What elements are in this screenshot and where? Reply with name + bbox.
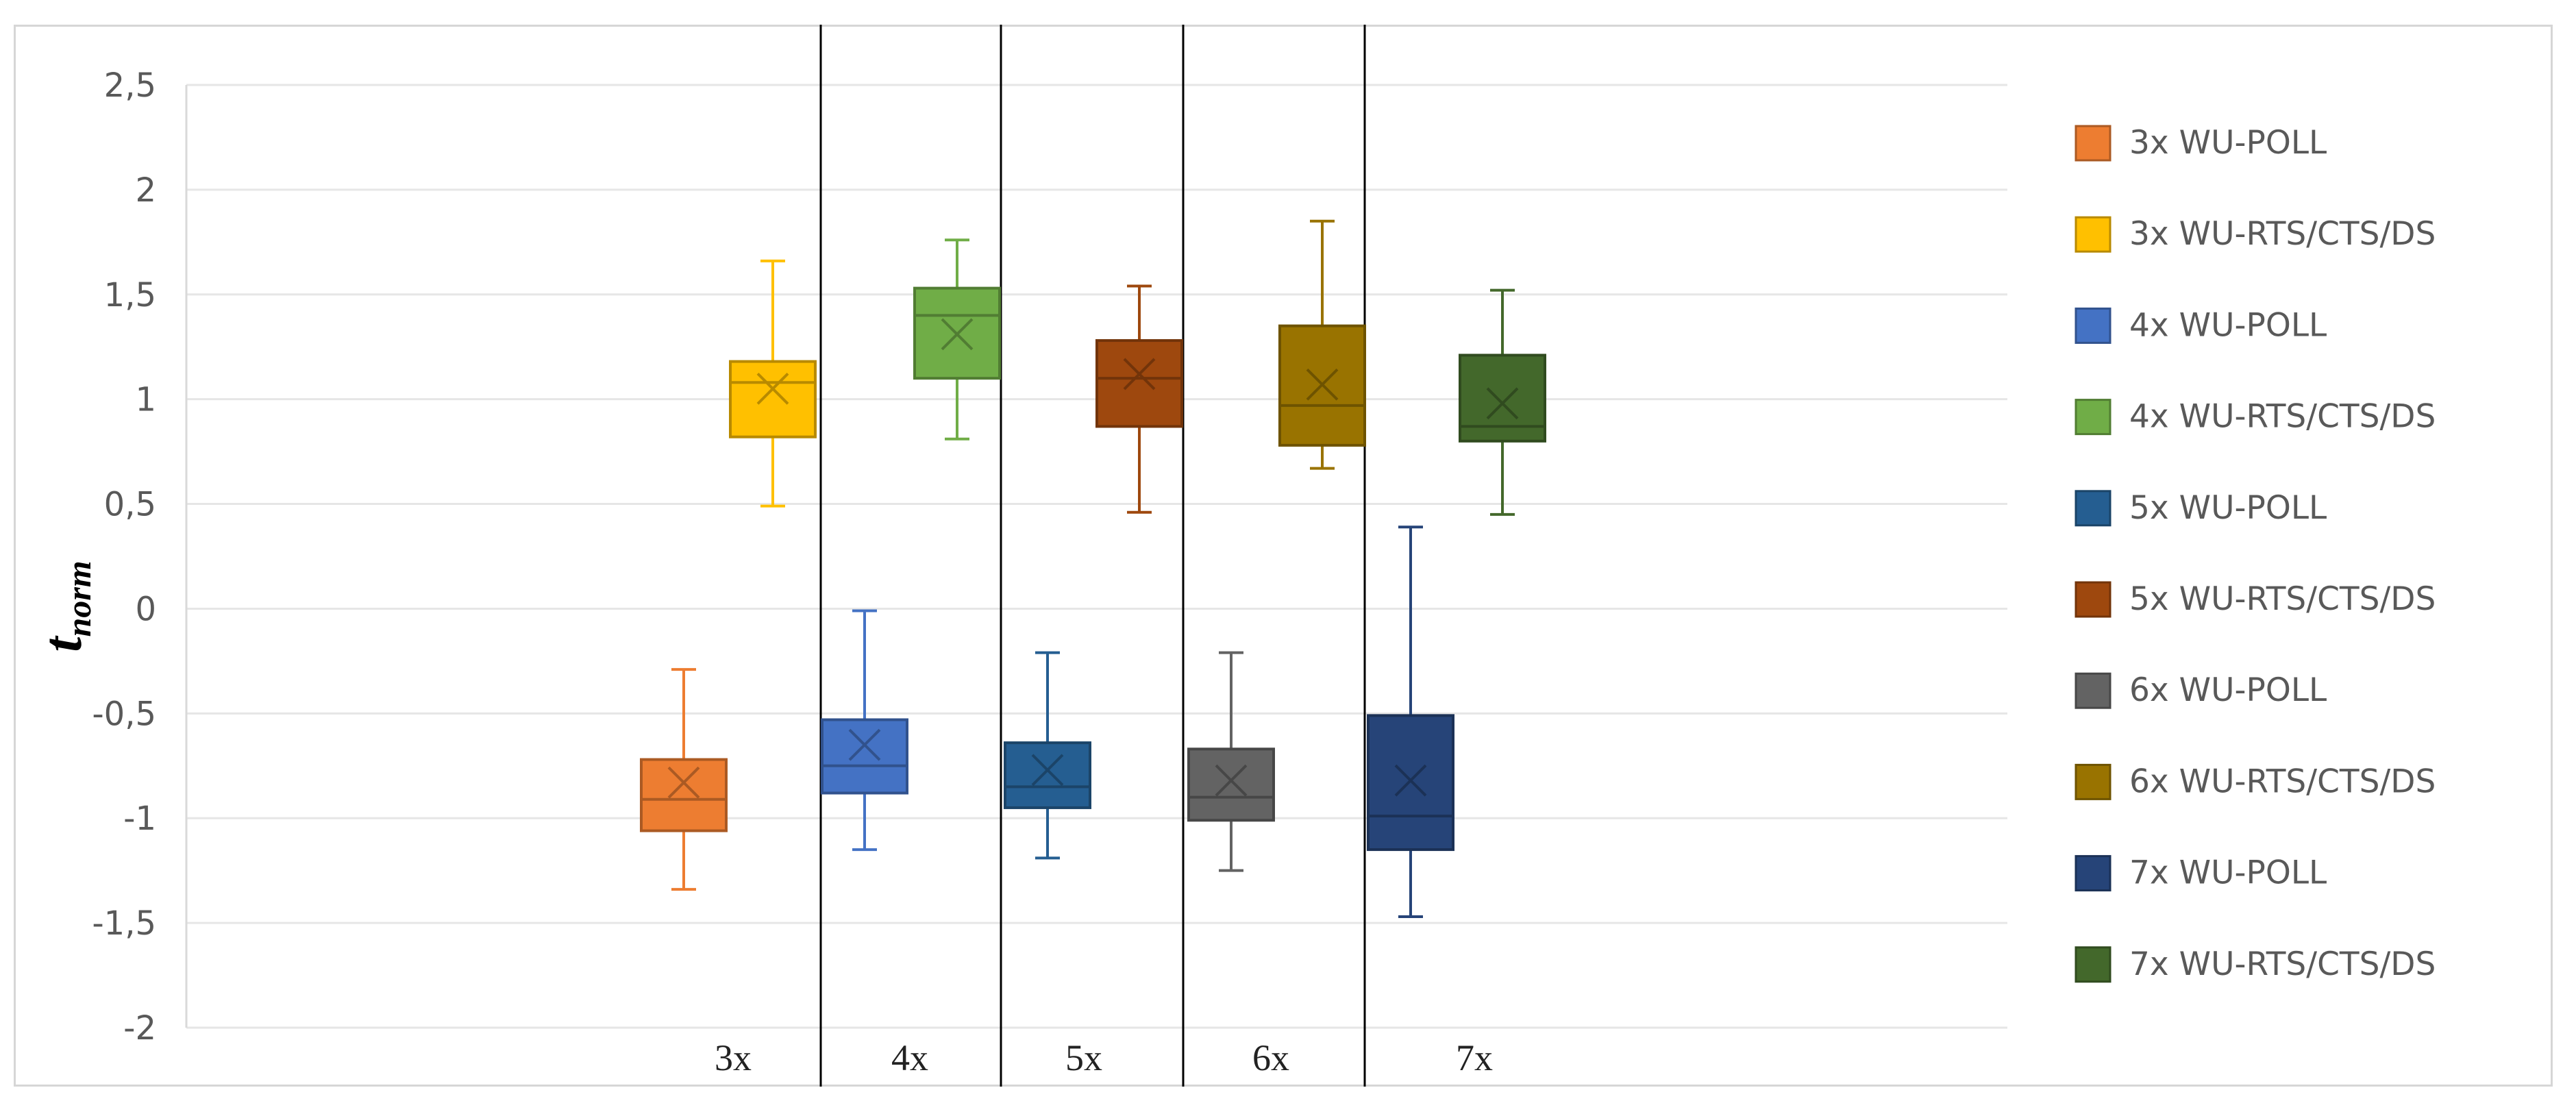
legend-swatch [2075,763,2111,800]
box-iqr [729,360,817,438]
legend-swatch [2075,946,2111,983]
group-separators [819,25,1366,1087]
legend-label: 3x WU-RTS/CTS/DS [2129,215,2436,253]
x-category-label: 4x [891,1037,928,1078]
y-tick-label: 0 [135,590,156,628]
legend-label: 4x WU-RTS/CTS/DS [2129,398,2436,436]
y-axis: 2,5 2 1,5 1 0,5 0 -0,5 -1 -1,5 -2 [92,66,188,1048]
legend-label: 6x WU-POLL [2129,671,2327,709]
x-category-label: 3x [715,1037,752,1078]
box-series-9 [1367,525,1454,918]
legend-swatch [2075,216,2111,253]
legend-swatch [2075,490,2111,527]
y-axis-label: tnorm [33,560,98,652]
box-series-6 [1095,284,1183,514]
legend-label: 4x WU-POLL [2129,306,2327,344]
mean-marker [1031,754,1064,787]
legend-swatch [2075,855,2111,892]
x-axis-categories: 3x 4x 5x 6x 7x [715,1037,1493,1078]
box-series-2 [729,259,817,508]
legend-label: 6x WU-RTS/CTS/DS [2129,763,2436,800]
y-tick-label: 1,5 [104,276,156,314]
mean-marker [756,372,789,405]
mean-marker [941,318,974,351]
mean-marker [1215,764,1248,797]
box-series-1 [640,668,728,891]
y-tick-label: -0,5 [92,695,156,733]
box-iqr [1004,741,1091,809]
box-iqr [1367,714,1454,852]
chart-frame [14,25,2553,1087]
y-tick-label: 2,5 [104,66,156,105]
legend: 3x WU-POLL 3x WU-RTS/CTS/DS 4x WU-POLL 4x W… [2075,124,2436,983]
legend-label: 5x WU-POLL [2129,489,2327,527]
mean-marker [1394,764,1427,797]
box-series-10 [1459,288,1546,516]
y-tick-label: -1 [123,800,156,838]
mean-marker [1123,358,1156,391]
y-tick-label: -1,5 [92,904,156,943]
y-tick-label: 2 [135,171,156,210]
y-tick-label: -2 [123,1009,156,1048]
mean-marker [1306,368,1339,401]
box-series-8 [1278,219,1366,470]
box-iqr [821,718,908,795]
box-series-5 [1004,651,1091,860]
box-series-7 [1187,651,1275,872]
box-iqr [1095,339,1183,428]
x-category-label: 5x [1065,1037,1102,1078]
y-tick-label: 0,5 [104,486,156,524]
box-series [640,219,1546,918]
legend-swatch [2075,307,2111,344]
mean-marker [848,728,881,761]
mean-marker [667,766,700,799]
gridlines [186,84,2007,1029]
box-iqr [1187,747,1275,822]
legend-swatch [2075,672,2111,709]
y-tick-label: 1 [135,381,156,419]
legend-swatch [2075,399,2111,436]
legend-label: 7x WU-POLL [2129,854,2327,892]
mean-marker [1486,387,1519,420]
box-series-4 [913,238,1001,441]
legend-label: 3x WU-POLL [2129,124,2327,162]
box-series-3 [821,609,908,852]
box-iqr [1459,354,1546,443]
legend-swatch [2075,125,2111,162]
legend-swatch [2075,581,2111,618]
x-category-label: 7x [1456,1037,1493,1078]
x-category-label: 6x [1252,1037,1289,1078]
legend-label: 5x WU-RTS/CTS/DS [2129,580,2436,618]
box-iqr [640,758,728,832]
legend-label: 7x WU-RTS/CTS/DS [2129,945,2436,983]
